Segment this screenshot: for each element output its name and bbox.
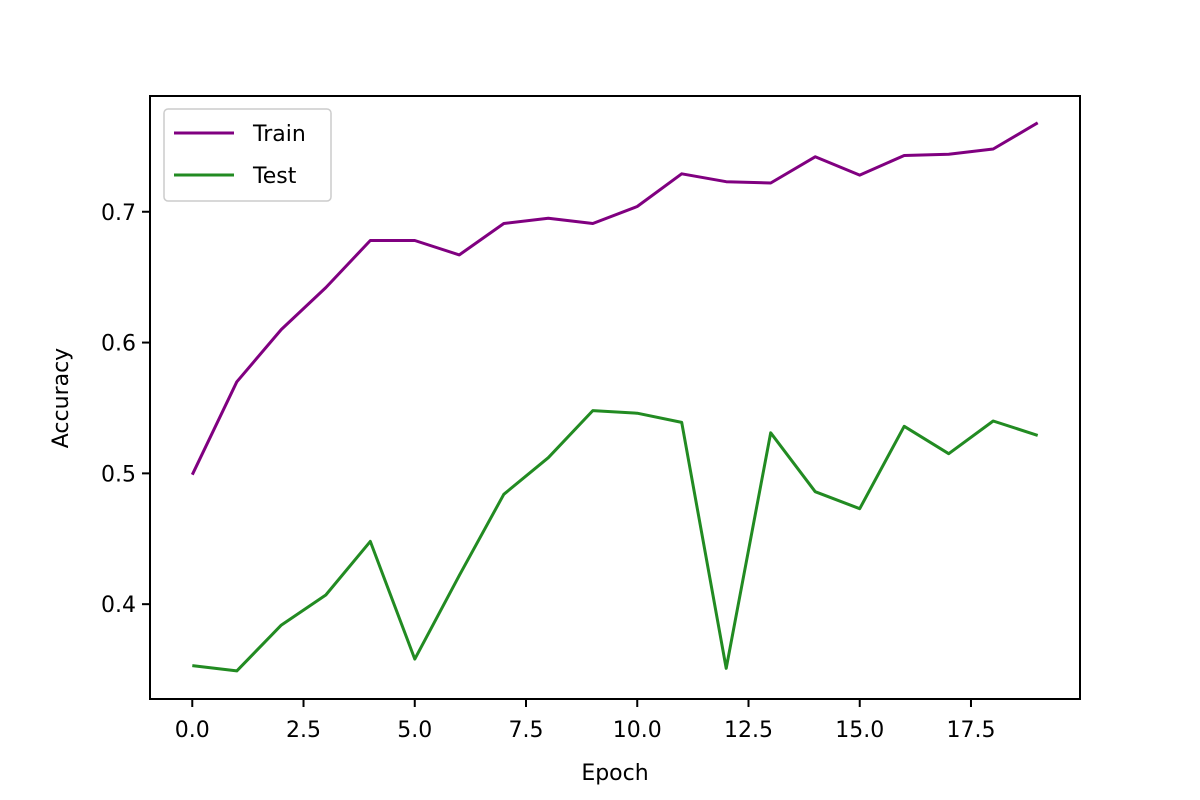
y-axis-ticks: 0.4 0.5 0.6 0.7 — [101, 201, 150, 618]
x-tick-label: 0.0 — [175, 718, 210, 743]
y-tick-label: 0.4 — [101, 593, 136, 618]
y-tick-label: 0.6 — [101, 332, 136, 357]
x-tick-label: 15.0 — [835, 718, 884, 743]
plot-frame — [149, 95, 1081, 700]
legend-label-test: Test — [252, 164, 297, 189]
series-line-train — [190, 121, 1039, 476]
series-line-test — [192, 409, 1039, 673]
x-tick-label: 10.0 — [613, 718, 662, 743]
y-tick-label: 0.7 — [101, 201, 136, 226]
x-axis-label: Epoch — [581, 761, 648, 786]
legend-label-train: Train — [252, 122, 306, 147]
series-lines — [190, 121, 1039, 673]
legend-box — [163, 108, 332, 202]
x-tick-label: 7.5 — [509, 718, 544, 743]
x-axis-ticks: 0.0 2.5 5.0 7.5 10.0 12.5 15.0 17.5 — [175, 699, 995, 743]
x-tick-label: 5.0 — [397, 718, 432, 743]
x-tick-label: 2.5 — [286, 718, 321, 743]
x-tick-label: 12.5 — [724, 718, 773, 743]
x-tick-label: 17.5 — [946, 718, 995, 743]
y-tick-label: 0.5 — [101, 462, 136, 487]
legend: Train Test — [163, 108, 332, 202]
y-axis-label: Accuracy — [49, 348, 74, 448]
